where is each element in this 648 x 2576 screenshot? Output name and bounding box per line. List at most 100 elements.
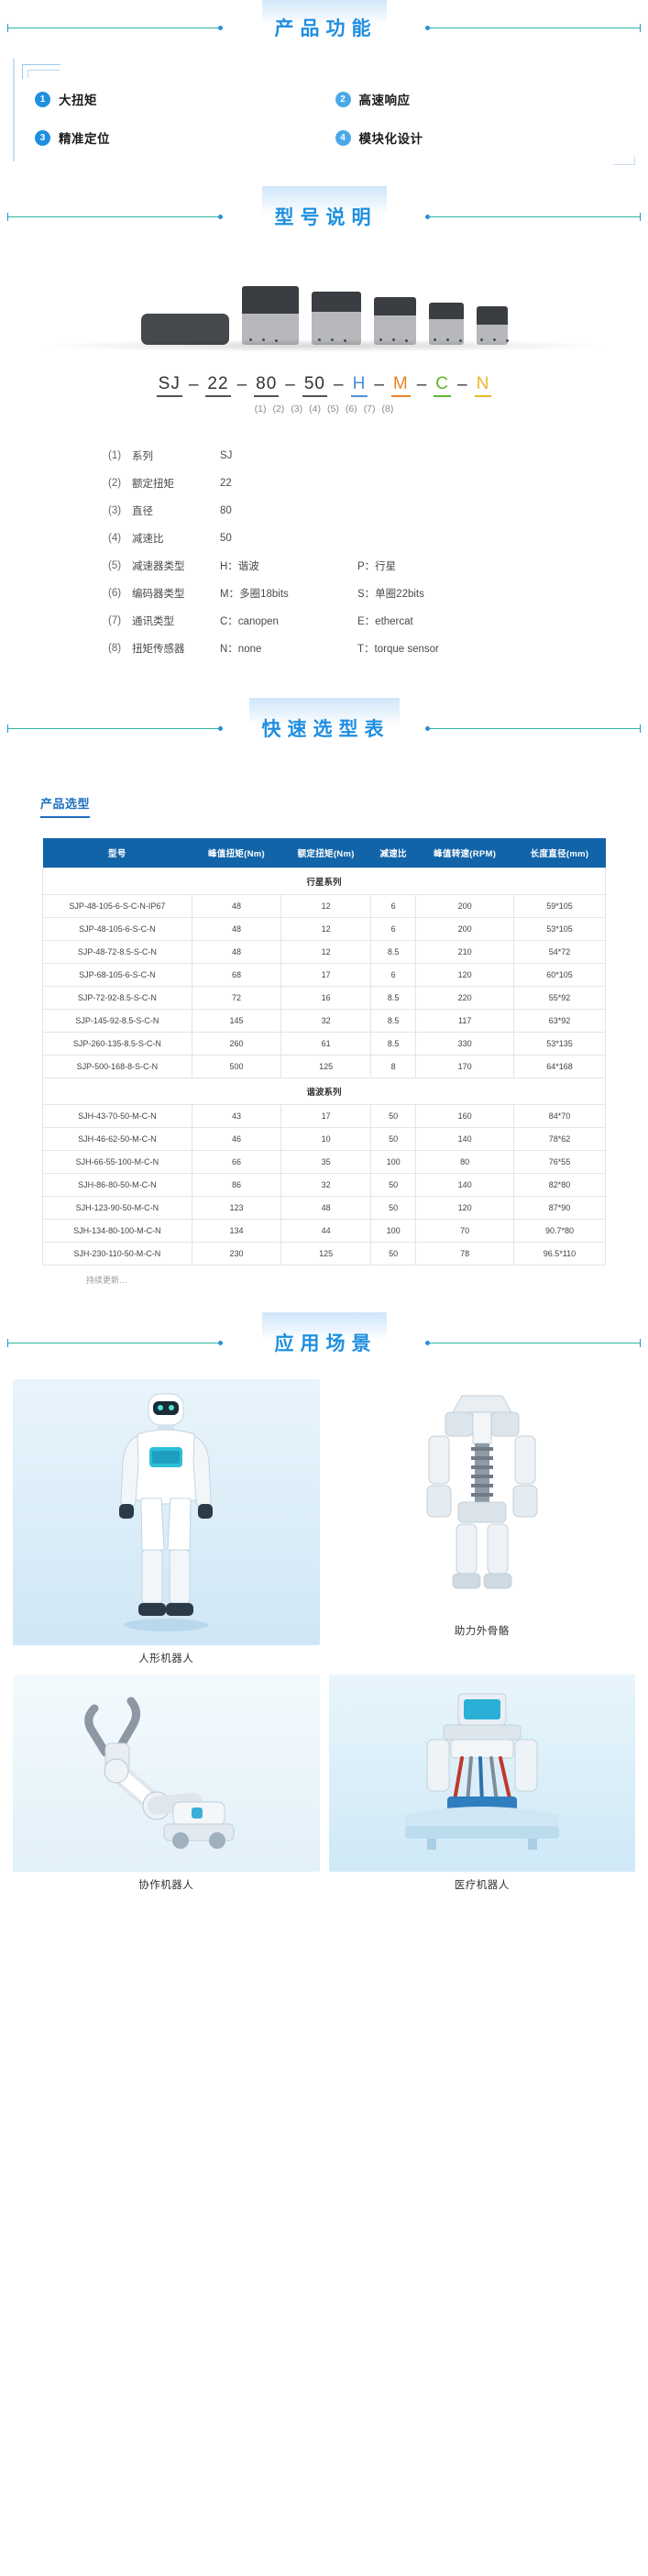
legend-value-1: 80 <box>220 505 232 516</box>
code-token-1: SJ <box>156 374 182 397</box>
cell-value: 50 <box>369 1173 417 1197</box>
cell-value: 12 <box>280 917 371 941</box>
legend-value-1: SJ <box>220 450 233 461</box>
cell-model: SJH-86-80-50-M-C-N <box>42 1173 192 1197</box>
title-rule-left <box>7 724 223 733</box>
cell-value: 200 <box>415 917 514 941</box>
feature-badge-icon: 1 <box>35 91 50 107</box>
legend-index: (7) <box>108 615 122 626</box>
scene-image-humanoid <box>13 1379 320 1645</box>
scene-image-medical <box>328 1675 635 1872</box>
legend-value-1: 50 <box>220 533 232 544</box>
col-header-ratio: 减速比 <box>370 838 416 868</box>
title-rule-right <box>425 724 641 733</box>
cell-value: 59*105 <box>512 894 607 918</box>
legend-value-1: M：多圈18bits <box>220 589 289 600</box>
cell-model: SJP-72-92-8.5-S-C-N <box>42 986 192 1010</box>
cell-value: 80 <box>415 1150 514 1174</box>
spec-group-row: 谐波系列 <box>42 1078 606 1105</box>
code-token-3: 80 <box>254 374 280 397</box>
section-title-features: 产品功能 <box>251 0 398 45</box>
table-row: SJP-145-92-8.5-S-C-N 145 32 8.5 117 63*92 <box>42 1009 607 1033</box>
cell-model: SJH-230-110-50-M-C-N <box>42 1242 192 1266</box>
code-token-8: N <box>474 374 492 397</box>
code-token-2: 22 <box>205 374 231 397</box>
spec-table: 型号 峰值扭矩(Nm) 额定扭矩(Nm) 减速比 峰值转速(RPM) 长度直径(… <box>42 838 607 1266</box>
code-separator: – <box>236 375 248 394</box>
feature-label: 大扭矩 <box>59 94 97 107</box>
legend-value-1: 22 <box>220 478 232 489</box>
cell-value: 78*62 <box>512 1127 607 1151</box>
cell-value: 120 <box>415 1196 514 1220</box>
cell-value: 125 <box>280 1242 371 1266</box>
cell-value: 78 <box>415 1242 514 1266</box>
legend-row: (2) 额定扭矩 22 <box>108 470 648 497</box>
legend-row: (4) 减速比 50 <box>108 525 648 552</box>
table-row: SJP-48-105-6-S-C-N-IP67 48 12 6 200 59*105 <box>42 894 607 918</box>
cell-model: SJH-43-70-50-M-C-N <box>42 1104 192 1128</box>
cell-value: 53*105 <box>512 917 607 941</box>
legend-value-1: C：canopen <box>220 616 279 627</box>
cell-value: 86 <box>191 1173 282 1197</box>
col-header-peak-speed: 峰值转速(RPM) <box>415 838 514 868</box>
scene-image-cobot <box>13 1675 320 1872</box>
cell-value: 61 <box>280 1032 371 1056</box>
code-token-4: 50 <box>302 374 327 397</box>
code-index-2: (2) <box>272 404 285 415</box>
section-header-scenes: 应用场景 <box>0 1312 648 1370</box>
cell-model: SJH-134-80-100-M-C-N <box>42 1219 192 1243</box>
legend-value-1: N：none <box>220 644 262 655</box>
decorative-corner-icon <box>22 64 60 79</box>
legend-name: 通讯类型 <box>132 616 174 627</box>
cell-value: 8.5 <box>369 1009 417 1033</box>
cell-value: 35 <box>280 1150 371 1174</box>
cell-value: 55*92 <box>512 986 607 1010</box>
cell-value: 8.5 <box>369 986 417 1010</box>
cell-value: 230 <box>191 1242 282 1266</box>
cell-value: 12 <box>280 894 371 918</box>
legend-value-2: E：ethercat <box>357 616 413 627</box>
cell-value: 87*90 <box>512 1196 607 1220</box>
spec-table-head: 型号 峰值扭矩(Nm) 额定扭矩(Nm) 减速比 峰值转速(RPM) 长度直径(… <box>42 838 606 868</box>
legend-row: (1) 系列 SJ <box>108 442 648 470</box>
cell-value: 72 <box>191 986 282 1010</box>
scene-grid: 人形机器人 <box>13 1379 635 1892</box>
table-row: SJP-68-105-6-S-C-N 68 17 6 120 60*105 <box>42 963 607 987</box>
col-header-size: 长度直径(mm) <box>513 838 606 868</box>
scene-image-exoskeleton <box>328 1379 636 1618</box>
cell-value: 123 <box>191 1196 282 1220</box>
table-row: SJP-500-168-8-S-C-N 500 125 8 170 64*168 <box>42 1055 607 1078</box>
section-header-selection: 快速选型表 <box>0 698 648 756</box>
legend-name: 减速器类型 <box>132 561 185 572</box>
cell-value: 70 <box>415 1219 514 1243</box>
legend-index: (4) <box>108 533 122 544</box>
code-token-7: C <box>434 374 452 397</box>
code-separator: – <box>188 375 200 394</box>
feature-item-3: 3 精准定位 <box>35 128 335 147</box>
cell-value: 54*72 <box>512 940 607 964</box>
cell-value: 50 <box>369 1196 417 1220</box>
model-code-row: SJ – 22 – 80 – 50 – H – M – C – N <box>0 374 648 397</box>
spec-table-heading-wrap: 产品选型 <box>40 794 648 818</box>
cell-value: 120 <box>415 963 514 987</box>
cell-value: 6 <box>369 963 417 987</box>
legend-row: (7) 通讯类型 C：canopen E：ethercat <box>108 607 648 635</box>
feature-badge-icon: 2 <box>335 91 351 107</box>
code-separator: – <box>374 375 385 394</box>
spec-group-row: 行星系列 <box>42 868 606 895</box>
actuator-image-1 <box>140 314 229 345</box>
cell-model: SJP-48-72-8.5-S-C-N <box>42 940 192 964</box>
cell-model: SJH-46-62-50-M-C-N <box>42 1127 192 1151</box>
exoskeleton-icon <box>329 1379 636 1609</box>
cell-value: 46 <box>191 1127 282 1151</box>
legend-row: (6) 编码器类型 M：多圈18bits S：单圈22bits <box>108 580 648 607</box>
cell-model: SJP-68-105-6-S-C-N <box>42 963 192 987</box>
code-index-6: (6) <box>345 404 357 415</box>
title-rule-left <box>7 213 223 221</box>
feature-item-4: 4 模块化设计 <box>335 128 636 147</box>
table-row: SJP-48-105-6-S-C-N 48 12 6 200 53*105 <box>42 917 607 941</box>
cell-value: 16 <box>280 986 371 1010</box>
legend-index: (2) <box>108 478 122 489</box>
col-header-rated-torque: 额定扭矩(Nm) <box>280 838 371 868</box>
legend-value-2: P：行星 <box>357 561 397 572</box>
